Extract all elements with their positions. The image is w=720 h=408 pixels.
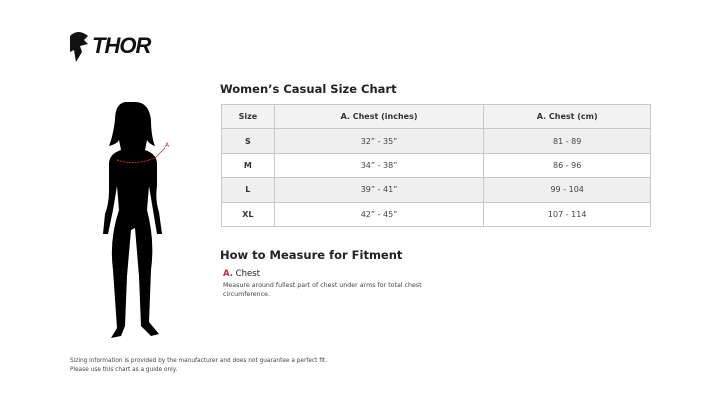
chest-pointer: [154, 147, 166, 159]
inches-cell: 34” - 38”: [273, 152, 485, 179]
size-cell: L: [221, 177, 275, 203]
header-size: Size: [221, 103, 275, 130]
header-cm: A. Chest (cm): [483, 103, 651, 130]
header-row: Size A. Chest (inches) A. Chest (cm): [221, 103, 651, 130]
cm-cell: 86 - 96: [483, 152, 651, 179]
header-inches: A. Chest (inches): [273, 103, 485, 130]
inches-cell: 39” - 41”: [273, 177, 485, 203]
helmet-logo-icon: [70, 32, 88, 62]
thor-logo: THOR: [68, 30, 151, 62]
size-cell: M: [221, 152, 275, 179]
table-row: M 34” - 38” 86 - 96: [221, 152, 651, 179]
logo-text: THOR: [92, 33, 151, 58]
cm-cell: 99 - 104: [483, 177, 651, 203]
inches-cell: 32” - 35”: [273, 128, 485, 154]
woman-silhouette: A: [103, 102, 170, 338]
measure-letter: A.: [223, 269, 233, 279]
size-cell: S: [221, 128, 275, 154]
disclaimer: Sizing information is provided by the ma…: [70, 357, 327, 374]
inches-cell: 42” - 45”: [273, 201, 485, 227]
cm-cell: 107 - 114: [483, 201, 651, 227]
measure-title: How to Measure for Fitment: [220, 248, 403, 262]
chart-title: Women’s Casual Size Chart: [220, 82, 397, 96]
size-table: Size A. Chest (inches) A. Chest (cm) S 32” …: [221, 103, 651, 227]
chest-measure-line: [116, 157, 156, 164]
measure-item-heading: A. Chest: [223, 269, 260, 279]
measure-name: Chest: [235, 269, 260, 279]
disclaimer-line: Please use this chart as a guide only.: [70, 366, 178, 373]
disclaimer-line: Sizing information is provided by the ma…: [70, 358, 328, 364]
table-row: L 39” - 41” 99 - 104: [221, 177, 651, 203]
table-row: XL 42” - 45” 107 - 114: [221, 201, 651, 227]
measure-description: Measure around fullest part of chest und…: [223, 282, 422, 298]
marker-label: A: [165, 142, 170, 149]
size-cell: XL: [221, 201, 275, 227]
table-row: S 32” - 35” 81 - 89: [221, 128, 651, 154]
cm-cell: 81 - 89: [483, 128, 651, 154]
